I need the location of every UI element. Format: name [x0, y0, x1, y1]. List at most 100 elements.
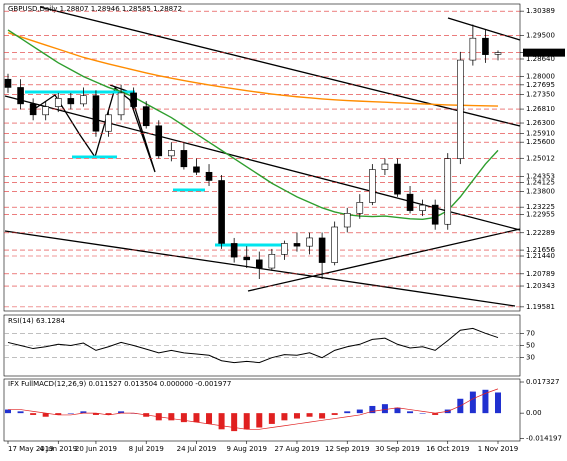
- x-tick-label: 30 Sep 2019: [375, 445, 419, 453]
- macd-signal: [8, 388, 499, 430]
- y-tick-label: 0.00: [526, 409, 542, 417]
- zones: [25, 90, 285, 247]
- candle-body: [306, 237, 313, 247]
- macd-bar: [482, 389, 489, 414]
- macd-bar: [17, 411, 24, 414]
- candle-body: [243, 256, 251, 261]
- candle-body: [494, 52, 502, 55]
- y-tick-label: 1.25012: [526, 154, 555, 162]
- rsi-line: [7, 327, 499, 364]
- candle-body: [331, 226, 338, 263]
- macd-bar: [180, 413, 187, 423]
- macd-bar: [5, 409, 11, 414]
- candle-body: [105, 114, 112, 132]
- macd-bar: [381, 404, 388, 414]
- candle-body: [130, 92, 137, 107]
- macd-bar: [319, 413, 326, 419]
- x-tick-label: 16 Oct 2019: [426, 445, 469, 453]
- y-tick-label: 1.26810: [526, 105, 555, 113]
- x-tick-label: 24 Jul 2019: [177, 445, 217, 453]
- y-tick-label: 1.24353: [526, 172, 555, 180]
- x-tick-label: 8 Jul 2019: [129, 445, 164, 453]
- candle-body: [193, 166, 200, 173]
- macd-bar: [369, 405, 376, 414]
- candle-body: [218, 180, 225, 244]
- macd-bar: [67, 413, 74, 414]
- y-tick-label: 50: [526, 342, 535, 350]
- price-marker: [523, 48, 565, 57]
- candle-body: [482, 37, 489, 55]
- candle-body: [142, 106, 150, 127]
- y-tick-label: 1.30389: [526, 7, 555, 15]
- candle-body: [17, 87, 24, 105]
- trendline: [4, 95, 521, 231]
- candle-body: [4, 78, 12, 88]
- y-tick-label: 1.29500: [526, 31, 555, 39]
- macd-bar: [419, 413, 426, 414]
- macd-bar: [469, 391, 476, 414]
- candle-body: [369, 169, 376, 203]
- y-tick-label: 1.23800: [526, 187, 555, 195]
- macd-bar: [80, 411, 87, 414]
- candle-body: [469, 37, 477, 61]
- trendline: [4, 230, 516, 307]
- y-tick-label: 0.017327: [526, 378, 559, 386]
- x-tick-label: 20 Jun 2019: [75, 445, 117, 453]
- macd-bar: [281, 413, 288, 421]
- macd-bar: [331, 413, 338, 415]
- y-tick-label: 1.26300: [526, 119, 555, 127]
- y-tick-label: 1.22289: [526, 229, 555, 237]
- y-tick-label: 1.21656: [526, 246, 555, 254]
- rsi-title: RSI(14) 63.1284: [8, 317, 65, 325]
- y-tick-label: 1.24125: [526, 179, 555, 187]
- trendline: [39, 6, 521, 127]
- macd-bar: [168, 413, 175, 421]
- macd-bar: [218, 413, 225, 430]
- macd-bar: [92, 413, 99, 415]
- macd-bar: [256, 413, 263, 428]
- candle-body: [281, 243, 288, 255]
- y-tick-label: 1.28000: [526, 73, 555, 81]
- x-tick-label: 17 May 2019: [8, 445, 54, 453]
- macd-bar: [432, 413, 439, 415]
- macd-bar: [495, 392, 501, 414]
- x-tick-label: 1 Nov 2019: [478, 445, 518, 453]
- candle-body: [29, 103, 37, 116]
- macd-bar: [118, 411, 125, 414]
- y-tick-label: -0.014197: [526, 435, 562, 443]
- price-panel: [3, 3, 521, 312]
- y-tick-label: 70: [526, 329, 535, 337]
- y-tick-label: 1.21440: [526, 252, 555, 260]
- x-tick-label: 27 Aug 2019: [275, 445, 320, 453]
- y-tick-label: 1.23225: [526, 203, 555, 211]
- macd-bar: [105, 413, 112, 415]
- candle-body: [230, 243, 238, 258]
- macd-bar: [30, 413, 37, 415]
- macd-bar: [193, 413, 200, 423]
- candle-body: [67, 98, 75, 105]
- macd-panel: [3, 378, 521, 442]
- candle-body: [92, 95, 100, 132]
- moving-average: [7, 29, 499, 221]
- candle-body: [42, 106, 49, 116]
- candle-body: [419, 204, 426, 211]
- candle-body: [381, 163, 389, 170]
- candle-body: [444, 158, 452, 225]
- candle-body: [318, 237, 326, 263]
- macd-bar: [231, 413, 238, 432]
- trendline: [29, 84, 156, 173]
- candle-body: [431, 204, 439, 225]
- candle-body: [394, 163, 401, 195]
- candle-body: [180, 150, 188, 168]
- x-tick-label: 9 Aug 2019: [227, 445, 267, 453]
- candle-body: [54, 98, 62, 107]
- y-tick-label: 1.20343: [526, 282, 555, 290]
- candle-body: [457, 59, 464, 159]
- macd-bar: [42, 413, 49, 417]
- y-tick-label: 1.20789: [526, 270, 555, 278]
- candle-body: [155, 125, 163, 157]
- x-tick-label: 4 Jun 2019: [39, 445, 77, 453]
- candle-body: [117, 92, 125, 116]
